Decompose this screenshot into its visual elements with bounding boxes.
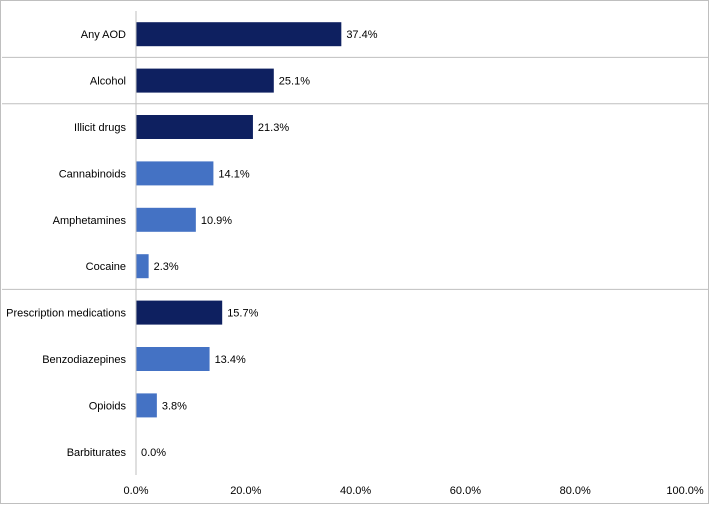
category-label: Opioids (89, 400, 127, 412)
x-tick-label: 0.0% (123, 485, 148, 497)
x-tick-label: 60.0% (450, 485, 481, 497)
x-tick-label: 100.0% (666, 485, 704, 497)
category-label: Cocaine (86, 261, 126, 273)
bar-5 (136, 254, 149, 279)
category-label: Cannabinoids (59, 168, 127, 180)
value-label: 21.3% (258, 122, 289, 134)
group-separators (2, 56, 708, 290)
category-labels: Any AOD Alcohol Illicit drugs Cannabinoids A… (6, 29, 126, 459)
category-label: Prescription medications (6, 308, 126, 320)
value-label: 14.1% (218, 168, 249, 180)
bar-3 (136, 161, 214, 186)
value-label: 13.4% (215, 354, 246, 366)
bar-0 (136, 22, 342, 47)
bar-1 (136, 68, 274, 93)
category-label: Amphetamines (53, 215, 127, 227)
bar-4 (136, 207, 196, 232)
category-label: Illicit drugs (74, 122, 126, 134)
value-label: 15.7% (227, 308, 258, 320)
value-label: 3.8% (162, 400, 187, 412)
x-tick-label: 40.0% (340, 485, 371, 497)
value-label: 25.1% (279, 76, 310, 88)
category-label: Benzodiazepines (42, 354, 126, 366)
category-label: Alcohol (90, 76, 126, 88)
category-label: Barbiturates (67, 447, 127, 459)
value-labels: 37.4% 25.1% 21.3% 14.1% 10.9% 2.3% 15.7% 13.4% 3… (141, 29, 378, 459)
x-tick-label: 20.0% (230, 485, 261, 497)
category-label: Any AOD (81, 29, 126, 41)
value-label: 0.0% (141, 447, 166, 459)
bars (136, 22, 342, 418)
value-label: 10.9% (201, 215, 232, 227)
value-label: 2.3% (154, 261, 179, 273)
x-tick-label: 80.0% (560, 485, 591, 497)
bar-2 (136, 115, 253, 139)
bar-7 (136, 347, 210, 371)
bar-6 (136, 300, 223, 325)
value-label: 37.4% (346, 29, 377, 41)
bar-8 (136, 393, 157, 418)
x-tick-labels: 0.0% 20.0% 40.0% 60.0% 80.0% 100.0% (123, 485, 703, 497)
